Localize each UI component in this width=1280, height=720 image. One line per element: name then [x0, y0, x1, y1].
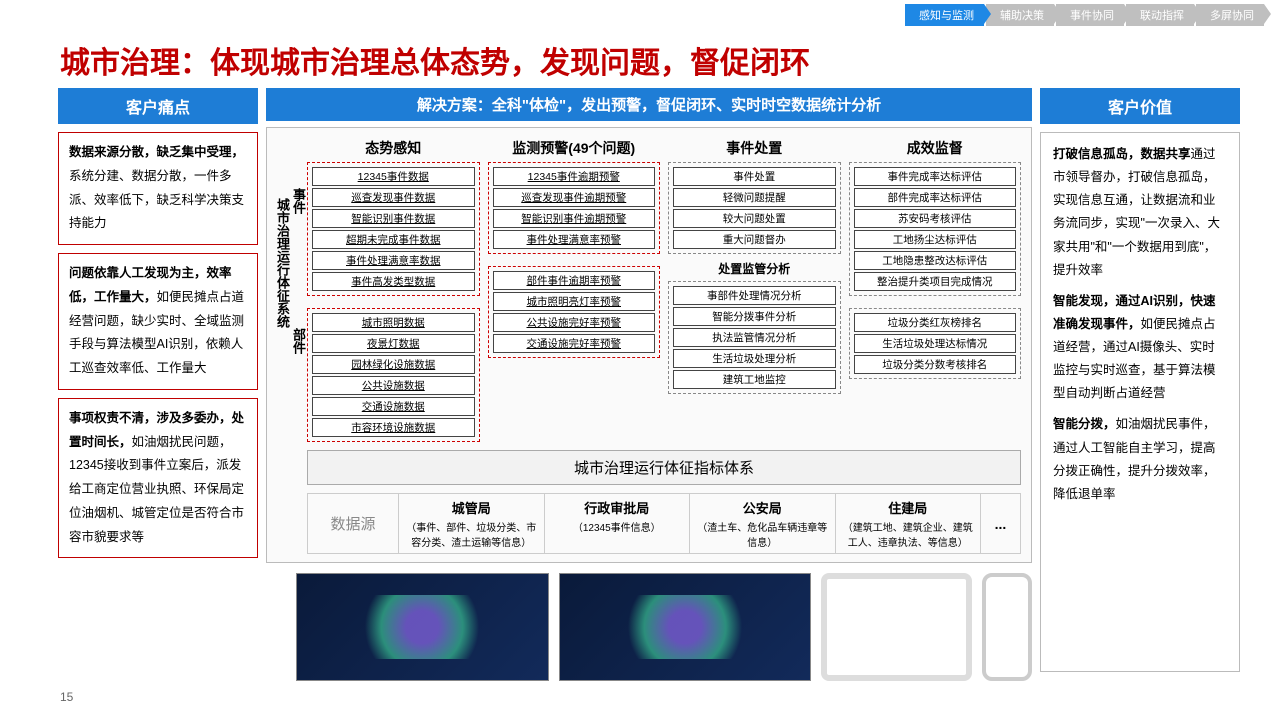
pain-item: 数据来源分散，缺乏集中受理，系统分建、数据分散，一件多派、效率低下，缺乏科学决策… [58, 132, 258, 245]
tag-item: 事件处理满意率预警 [493, 230, 656, 249]
tag-item: 工地扬尘达标评估 [854, 230, 1017, 249]
tag-item: 交通设施完好率预警 [493, 334, 656, 353]
dashed-group: 12345事件数据巡查发现事件数据智能识别事件数据超期未完成事件数据事件处理满意… [307, 162, 480, 296]
tag-item: 园林绿化设施数据 [312, 355, 475, 374]
tag-item: 生活垃圾处理分析 [673, 349, 836, 368]
diagram-col: 事件处置事件处置轻微问题提醒较大问题处置重大问题督办处置监管分析事部件处理情况分… [668, 138, 841, 442]
value-item: 智能发现，通过AI识别，快速准确发现事件，如便民摊点占道经营，通过AI摄像头、实… [1053, 290, 1227, 406]
tag-item: 公共设施数据 [312, 376, 475, 395]
tag-item: 超期未完成事件数据 [312, 230, 475, 249]
value-item: 智能分拨，如油烟扰民事件，通过人工智能自主学习，提高分拨正确性，提升分拨效率，降… [1053, 413, 1227, 506]
dashed-group: 事件完成率达标评估部件完成率达标评估苏安码考核评估工地扬尘达标评估工地隐患整改达… [849, 162, 1022, 296]
tag-item: 巡查发现事件数据 [312, 188, 475, 207]
tag-item: 部件完成率达标评估 [854, 188, 1017, 207]
tag-item: 12345事件数据 [312, 167, 475, 186]
nav-tab[interactable]: 感知与监测 [905, 4, 984, 26]
data-source-row: 数据源 城管局（事件、部件、垃圾分类、市容分类、渣土运输等信息）行政审批局（12… [307, 493, 1021, 554]
tag-item: 市容环境设施数据 [312, 418, 475, 437]
tag-item: 事件高发类型数据 [312, 272, 475, 291]
tag-item: 事件处理满意率数据 [312, 251, 475, 270]
tag-item: 智能分拨事件分析 [673, 307, 836, 326]
nav-tab[interactable]: 辅助决策 [986, 4, 1054, 26]
tag-item: 建筑工地监控 [673, 370, 836, 389]
screenshot-tablet [821, 573, 972, 681]
pain-item: 事项权责不清，涉及多委办，处置时间长，如油烟扰民问题，12345接收到事件立案后… [58, 398, 258, 559]
tag-item: 工地隐患整改达标评估 [854, 251, 1017, 270]
pain-header: 客户痛点 [58, 88, 258, 124]
tag-item: 轻微问题提醒 [673, 188, 836, 207]
page-number: 15 [60, 690, 73, 704]
tag-item: 生活垃圾处理达标情况 [854, 334, 1017, 353]
diag-col-title: 事件处置 [668, 138, 841, 158]
tag-item: 智能识别事件逾期预警 [493, 209, 656, 228]
dashed-group: 部件事件逾期率预警城市照明亮灯率预警公共设施完好率预警交通设施完好率预警 [488, 266, 661, 358]
solution-header: 解决方案：全科"体检"，发出预警，督促闭环、实时时空数据统计分析 [266, 88, 1032, 121]
page-title: 城市治理：体现城市治理总体态势，发现问题，督促闭环 [60, 38, 810, 82]
top-nav: 感知与监测辅助决策事件协同联动指挥多屏协同 [905, 4, 1264, 26]
tag-item: 重大问题督办 [673, 230, 836, 249]
tag-item: 智能识别事件数据 [312, 209, 475, 228]
diag-col-title: 成效监督 [849, 138, 1022, 158]
indicator-bar: 城市治理运行体征指标体系 [307, 450, 1021, 485]
tag-item: 公共设施完好率预警 [493, 313, 656, 332]
tag-item: 垃圾分类分数考核排名 [854, 355, 1017, 374]
tag-item: 事部件处理情况分析 [673, 286, 836, 305]
screenshot-dashboard-2 [559, 573, 812, 681]
left-column: 客户痛点 数据来源分散，缺乏集中受理，系统分建、数据分散，一件多派、效率低下，缺… [58, 88, 258, 681]
nav-tab[interactable]: 联动指挥 [1126, 4, 1194, 26]
tag-item: 交通设施数据 [312, 397, 475, 416]
diag-col-title: 态势感知 [307, 138, 480, 158]
ds-item: 城管局（事件、部件、垃圾分类、市容分类、渣土运输等信息） [398, 494, 544, 553]
diagram-col: 监测预警(49个问题) 12345事件逾期预警巡查发现事件逾期预警智能识别事件逾期… [488, 138, 661, 442]
ds-item: 住建局（建筑工地、建筑企业、建筑工人、违章执法、等信息） [835, 494, 981, 553]
dashed-group: 城市照明数据夜景灯数据园林绿化设施数据公共设施数据交通设施数据市容环境设施数据 [307, 308, 480, 442]
diagram: 城市治理运行体征系统 事件 部件 态势感知12345事件数据巡查发现事件数据智能… [266, 127, 1032, 563]
tag-item: 事件完成率达标评估 [854, 167, 1017, 186]
screenshots [296, 573, 1032, 681]
diag-col-title: 监测预警(49个问题) [488, 138, 661, 158]
pain-item: 问题依靠人工发现为主，效率低，工作量大，如便民摊点占道经营问题，缺少实时、全域监… [58, 253, 258, 390]
tag-item: 12345事件逾期预警 [493, 167, 656, 186]
tag-item: 巡查发现事件逾期预警 [493, 188, 656, 207]
vert-event-label: 事件 [289, 188, 308, 214]
tag-item: 夜景灯数据 [312, 334, 475, 353]
diagram-col: 态势感知 12345事件数据巡查发现事件数据智能识别事件数据超期未完成事件数据事件… [307, 138, 480, 442]
dashed-group: 垃圾分类红灰榜排名生活垃圾处理达标情况垃圾分类分数考核排名 [849, 308, 1022, 379]
ds-more: ... [980, 494, 1020, 553]
dashed-group: 事部件处理情况分析智能分拨事件分析执法监管情况分析生活垃圾处理分析建筑工地监控 [668, 281, 841, 394]
screenshot-phone [982, 573, 1032, 681]
ds-item: 行政审批局（12345事件信息） [544, 494, 690, 553]
tag-item: 较大问题处置 [673, 209, 836, 228]
ds-item: 公安局（渣土车、危化品车辆违章等信息） [689, 494, 835, 553]
tag-item: 事件处置 [673, 167, 836, 186]
ds-label: 数据源 [308, 494, 398, 553]
nav-tab[interactable]: 多屏协同 [1196, 4, 1264, 26]
vert-dept-label: 部件 [289, 328, 308, 354]
content: 客户痛点 数据来源分散，缺乏集中受理，系统分建、数据分散，一件多派、效率低下，缺… [58, 88, 1240, 681]
tag-item: 部件事件逾期率预警 [493, 271, 656, 290]
dashed-group: 12345事件逾期预警巡查发现事件逾期预警智能识别事件逾期预警事件处理满意率预警 [488, 162, 661, 254]
diagram-col: 成效监督事件完成率达标评估部件完成率达标评估苏安码考核评估工地扬尘达标评估工地隐… [849, 138, 1022, 442]
value-header: 客户价值 [1040, 88, 1240, 124]
value-item: 打破信息孤岛，数据共享通过市领导督办，打破信息孤岛，实现信息互通，让数据流和业务… [1053, 143, 1227, 282]
nav-tab[interactable]: 事件协同 [1056, 4, 1124, 26]
diagram-columns: 态势感知12345事件数据巡查发现事件数据智能识别事件数据超期未完成事件数据事件… [307, 138, 1021, 442]
vert-main-label: 城市治理运行体征系统 [273, 198, 292, 328]
tag-item: 城市照明亮灯率预警 [493, 292, 656, 311]
screenshot-dashboard-1 [296, 573, 549, 681]
mid-column: 解决方案：全科"体检"，发出预警，督促闭环、实时时空数据统计分析 城市治理运行体… [266, 88, 1032, 681]
dashed-group: 事件处置轻微问题提醒较大问题处置重大问题督办 [668, 162, 841, 254]
tag-item: 城市照明数据 [312, 313, 475, 332]
tag-item: 执法监管情况分析 [673, 328, 836, 347]
value-box: 打破信息孤岛，数据共享通过市领导督办，打破信息孤岛，实现信息互通，让数据流和业务… [1040, 132, 1240, 672]
right-column: 客户价值 打破信息孤岛，数据共享通过市领导督办，打破信息孤岛，实现信息互通，让数… [1040, 88, 1240, 681]
tag-item: 苏安码考核评估 [854, 209, 1017, 228]
tag-item: 垃圾分类红灰榜排名 [854, 313, 1017, 332]
tag-item: 整治提升类项目完成情况 [854, 272, 1017, 291]
